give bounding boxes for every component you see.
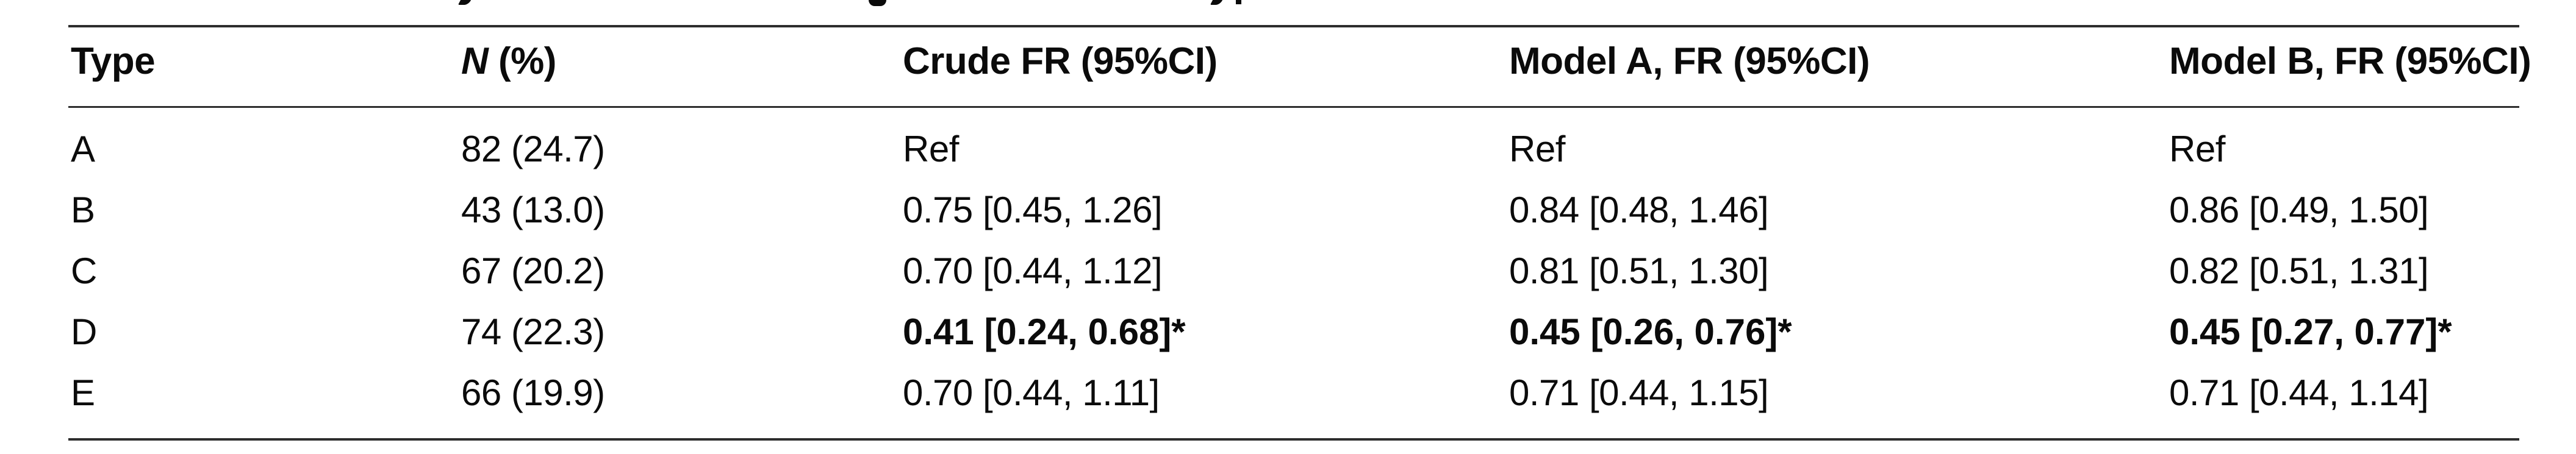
cell-model-a-fr-d: 0.45 [0.26, 0.76]* (1509, 311, 1792, 352)
column-header-type: Type (71, 40, 156, 82)
cell-crude-fr-d: 0.41 [0.24, 0.68]* (903, 311, 1186, 352)
column-header-model-b-fr: Model B, FR (95%CI) (2169, 40, 2531, 82)
cell-type-d: D (71, 311, 97, 352)
cell-model-b-fr-b: 0.86 [0.49, 1.50] (2169, 190, 2429, 230)
caption-remnant-mark (869, 0, 886, 6)
cell-n-pct-b: 43 (13.0) (461, 190, 605, 230)
cell-n-pct-e: 66 (19.9) (461, 372, 605, 413)
cell-model-b-fr-d: 0.45 [0.27, 0.77]* (2169, 311, 2452, 352)
cell-crude-fr-a: Ref (903, 129, 959, 169)
caption-remnant-mark (1210, 0, 1223, 5)
cell-model-a-fr-c: 0.81 [0.51, 1.30] (1509, 250, 1769, 291)
cell-model-a-fr-a: Ref (1509, 129, 1565, 169)
cell-n-pct-d: 74 (22.3) (461, 311, 605, 352)
column-header-crude-fr: Crude FR (95%CI) (903, 40, 1218, 82)
cell-crude-fr-c: 0.70 [0.44, 1.12] (903, 250, 1163, 291)
cell-model-b-fr-c: 0.82 [0.51, 1.31] (2169, 250, 2429, 291)
table-bottom-rule (68, 438, 2519, 441)
cell-crude-fr-b: 0.75 [0.45, 1.26] (903, 190, 1163, 230)
caption-remnant-mark (457, 0, 472, 5)
table-top-rule (68, 25, 2519, 27)
cell-type-a: A (71, 129, 95, 169)
table-header-rule (68, 106, 2519, 108)
column-header-model-a-fr: Model A, FR (95%CI) (1509, 40, 1870, 82)
cell-n-pct-a: 82 (24.7) (461, 129, 605, 169)
cell-type-c: C (71, 250, 97, 291)
cell-model-a-fr-e: 0.71 [0.44, 1.15] (1509, 372, 1769, 413)
cell-crude-fr-e: 0.70 [0.44, 1.11] (903, 372, 1160, 413)
cell-type-e: E (71, 372, 95, 413)
cell-model-b-fr-e: 0.71 [0.44, 1.14] (2169, 372, 2429, 413)
cell-n-pct-c: 67 (20.2) (461, 250, 605, 291)
cell-model-a-fr-b: 0.84 [0.48, 1.46] (1509, 190, 1769, 230)
column-header-n-pct: N (%) (461, 43, 556, 80)
cell-model-b-fr-a: Ref (2169, 129, 2225, 169)
n-italic-label: N (461, 40, 489, 82)
cell-type-b: B (71, 190, 95, 230)
n-pct-label: (%) (488, 40, 556, 82)
caption-remnant-mark (1236, 0, 1241, 4)
